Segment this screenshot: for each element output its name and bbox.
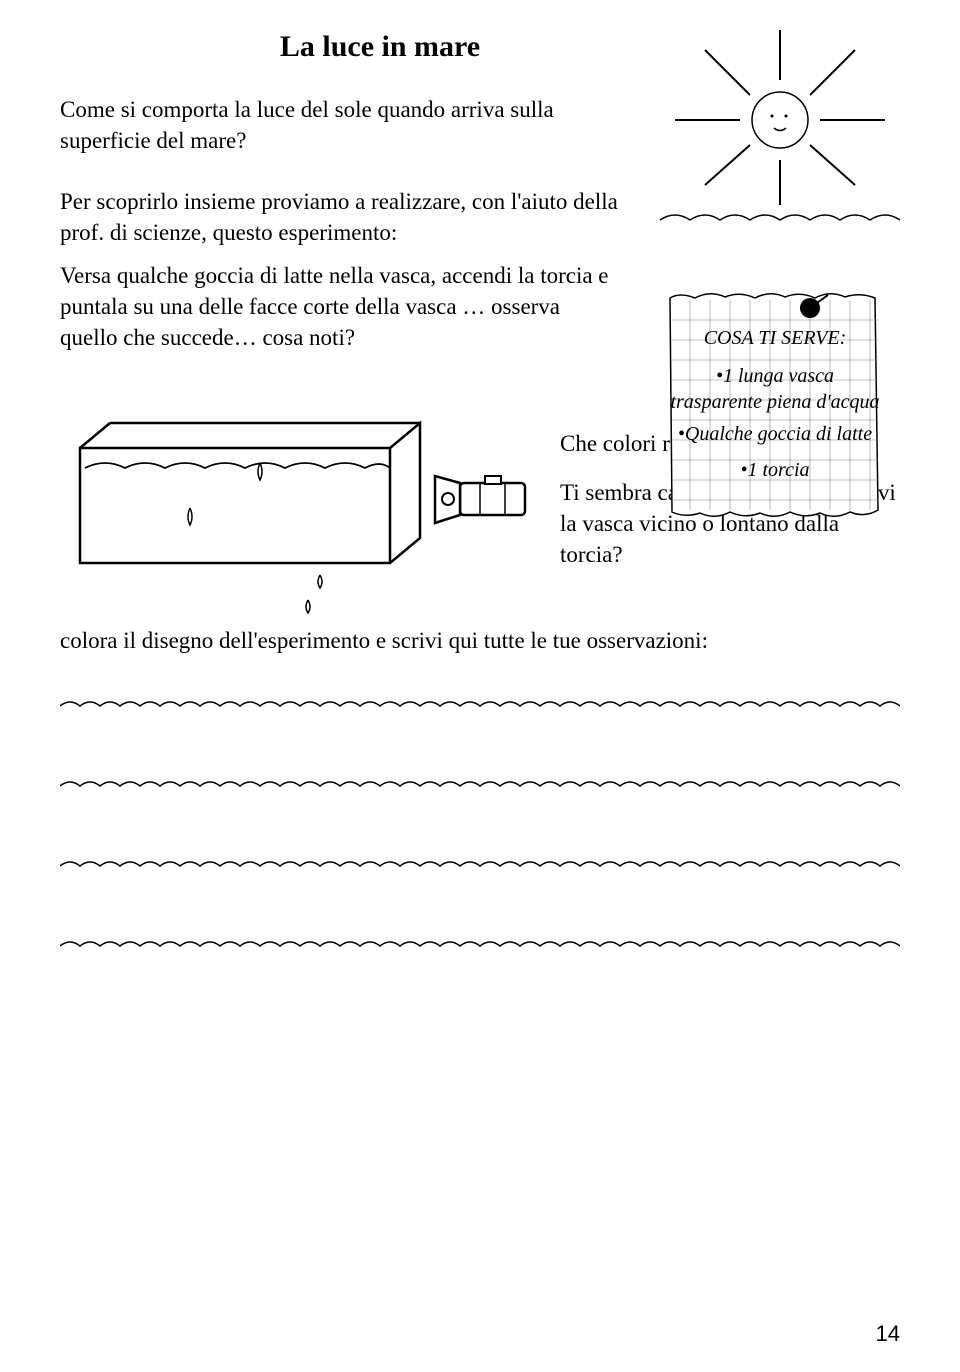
intro-paragraph: Come si comporta la luce del sole quando… (60, 94, 600, 156)
experiment-intro: Per scoprirlo insieme proviamo a realizz… (60, 186, 620, 248)
page-title: La luce in mare (160, 30, 600, 64)
materials-title: COSA TI SERVE: (670, 325, 880, 351)
page-number: 14 (876, 1321, 900, 1347)
experiment-body: Versa qualche goccia di latte nella vasc… (60, 260, 620, 353)
writing-lines (60, 694, 900, 959)
tank-illustration (60, 368, 540, 598)
materials-item-3: •1 torcia (670, 457, 880, 483)
materials-item-1: •1 lunga vasca trasparente piena d'acqua (670, 363, 880, 415)
materials-item-2: •Qualche goccia di latte (670, 421, 880, 447)
materials-card: COSA TI SERVE: •1 lunga vasca trasparent… (660, 280, 890, 530)
sun-illustration (620, 20, 900, 240)
instruction-text: colora il disegno dell'esperimento e scr… (60, 628, 900, 654)
